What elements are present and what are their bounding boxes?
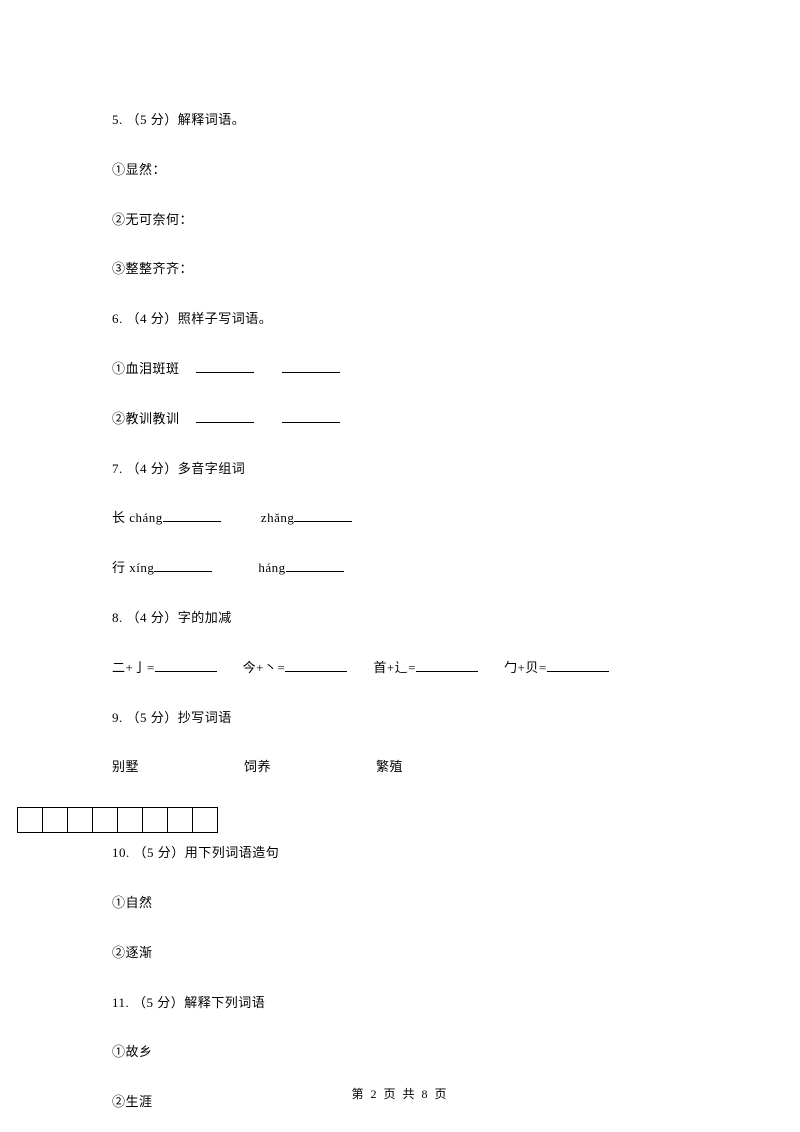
q7-row-2: 行 xíng háng [112,558,710,579]
q7-row-1: 长 cháng zhǎng [112,508,710,529]
q10-item-1: ①自然 [112,893,710,914]
q11-item-1: ①故乡 [112,1042,710,1063]
q8-text: 字的加减 [178,610,232,625]
q8-3: 首+辶= [373,660,416,675]
q5-num: 5. [112,112,127,127]
q6-2-label: ②教训教训 [112,411,180,426]
blank [286,558,344,572]
q11-text: 解释下列词语 [184,995,265,1010]
q9-w1: 别墅 [112,759,139,774]
blank [154,558,212,572]
q9-text: 抄写词语 [178,710,232,725]
q10-pts: （5 分） [134,845,185,860]
question-6: 6. （4 分）照样子写词语。 [112,309,710,330]
q8-row: 二+亅= 今+丶= 首+辶= 勹+贝= [112,658,710,679]
q5-item-1: ①显然： [112,160,710,181]
q7-1a: 长 cháng [112,510,163,525]
q7-1b: zhǎng [261,510,295,525]
page-footer: 第 2 页 共 8 页 [0,1085,800,1102]
q7-pts: （4 分） [127,461,178,476]
blank [196,409,254,423]
q11-pts: （5 分） [133,995,184,1010]
blank [547,658,609,672]
q7-text: 多音字组词 [178,461,246,476]
blank [294,508,352,522]
q8-2: 今+丶= [243,660,286,675]
q6-item-2: ②教训教训 [112,409,710,430]
blank [163,508,221,522]
q8-pts: （4 分） [127,610,178,625]
q10-item-2: ②逐渐 [112,943,710,964]
q6-text: 照样子写词语。 [178,311,273,326]
q9-num: 9. [112,710,127,725]
q9-w2: 饲养 [244,759,271,774]
q7-2a: 行 xíng [112,560,154,575]
question-10: 10. （5 分）用下列词语造句 [112,843,710,864]
question-8: 8. （4 分）字的加减 [112,608,710,629]
question-11: 11. （5 分）解释下列词语 [112,993,710,1014]
q10-text: 用下列词语造句 [185,845,280,860]
blank [416,658,478,672]
question-7: 7. （4 分）多音字组词 [112,459,710,480]
q5-pts: （5 分） [127,112,178,127]
q10-num: 10. [112,845,134,860]
q9-pts: （5 分） [127,710,178,725]
q8-num: 8. [112,610,127,625]
blank [282,359,340,373]
q9-w3: 繁殖 [376,759,403,774]
q7-num: 7. [112,461,127,476]
q6-1-label: ①血泪斑斑 [112,361,180,376]
question-9: 9. （5 分）抄写词语 [112,708,710,729]
q9-words: 别墅 饲养 繁殖 [112,757,710,778]
q5-item-2: ②无可奈何： [112,210,710,231]
question-5: 5. （5 分）解释词语。 [112,110,710,131]
q5-item-3: ③整整齐齐： [112,259,710,280]
q6-pts: （4 分） [127,311,178,326]
blank [282,409,340,423]
q8-1: 二+亅= [112,660,155,675]
q7-2b: háng [258,560,285,575]
box-grid [17,807,218,833]
blank [196,359,254,373]
q5-text: 解释词语。 [178,112,246,127]
q6-num: 6. [112,311,127,326]
blank [285,658,347,672]
q11-num: 11. [112,995,133,1010]
q8-4: 勹+贝= [504,660,547,675]
blank [155,658,217,672]
q6-item-1: ①血泪斑斑 [112,359,710,380]
writing-boxes [17,807,710,833]
